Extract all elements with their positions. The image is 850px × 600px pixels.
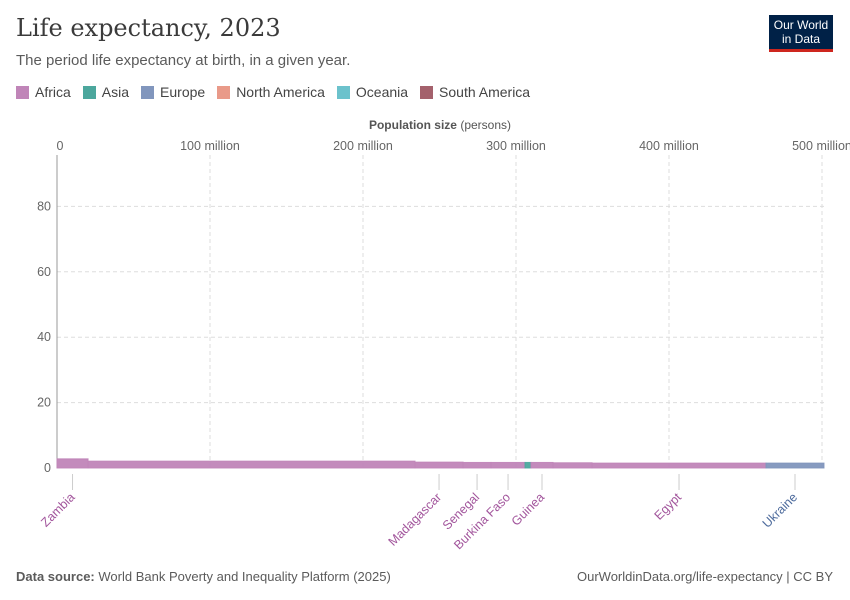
legend-label: Oceania xyxy=(355,84,409,100)
legend-item-europe[interactable]: Europe xyxy=(141,84,205,100)
bar-burkina-faso[interactable] xyxy=(490,461,526,469)
bar-guinea[interactable] xyxy=(530,461,554,469)
x-tick-label: 100 million xyxy=(180,139,240,153)
x-tick-label: 200 million xyxy=(333,139,393,153)
y-tick-label: 80 xyxy=(37,199,51,213)
bar-asia[interactable] xyxy=(524,461,532,469)
owid-logo[interactable]: Our World in Data xyxy=(769,15,833,52)
legend-swatch xyxy=(217,85,231,99)
country-label: Zambia xyxy=(38,490,77,529)
x-axis-label: Population size (persons) xyxy=(369,118,511,132)
legend-label: Europe xyxy=(160,84,206,100)
bar-senegal[interactable] xyxy=(462,461,492,469)
legend-swatch xyxy=(16,85,29,99)
country-label: Guinea xyxy=(509,490,547,528)
legend-label: South America xyxy=(439,84,531,100)
legend-swatch xyxy=(420,85,434,99)
legend-label: North America xyxy=(236,84,325,100)
legend-item-south-america[interactable]: South America xyxy=(420,84,530,100)
legend-item-oceania[interactable]: Oceania xyxy=(336,84,409,100)
y-tick-label: 20 xyxy=(37,396,51,410)
legend-swatch xyxy=(336,85,350,99)
y-tick-label: 60 xyxy=(37,265,51,279)
bar-ukraine[interactable] xyxy=(765,462,825,469)
source-link[interactable]: World Bank Poverty and Inequality Platfo… xyxy=(98,569,391,584)
footer-url[interactable]: OurWorldinData.org/life-expectancy | CC … xyxy=(576,569,833,584)
bar-madagascar[interactable] xyxy=(414,461,464,469)
legend-swatch xyxy=(82,85,96,99)
legend-item-africa[interactable]: Africa xyxy=(16,84,71,100)
legend-label: Asia xyxy=(101,84,130,100)
bar-africa[interactable] xyxy=(87,460,416,469)
x-tick-label: 500 million xyxy=(792,139,850,153)
x-tick-label: 400 million xyxy=(639,139,699,153)
x-tick-label: 300 million xyxy=(486,139,546,153)
data-source: Data source: World Bank Poverty and Ineq… xyxy=(16,569,391,584)
legend-swatch xyxy=(141,85,155,99)
bar-zambia[interactable] xyxy=(56,458,89,469)
legend-item-asia[interactable]: Asia xyxy=(82,84,130,100)
legend-label: Africa xyxy=(35,84,71,100)
bar-africa[interactable] xyxy=(552,462,593,469)
legend-item-north-america[interactable]: North America xyxy=(217,84,325,100)
y-tick-label: 0 xyxy=(44,461,51,475)
chart-title: Life expectancy, 2023 xyxy=(16,14,281,42)
country-label: Ukraine xyxy=(760,490,800,530)
bar-egypt[interactable] xyxy=(591,462,767,469)
legend: Africa Asia Europe North America Oceania Sout… xyxy=(16,84,530,100)
country-label: Egypt xyxy=(652,490,685,523)
chart-subtitle: The period life expectancy at birth, in … xyxy=(16,52,351,69)
y-tick-label: 40 xyxy=(37,330,51,344)
x-tick-label: 0 xyxy=(57,139,64,153)
country-label: Madagascar xyxy=(386,490,445,549)
